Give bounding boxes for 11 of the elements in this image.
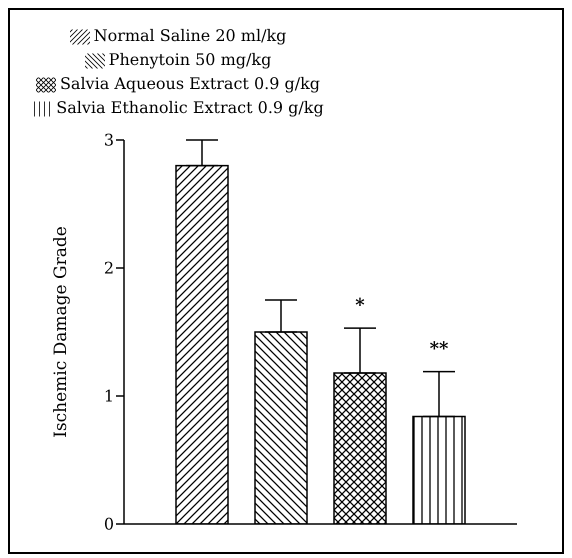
legend-label: Normal Saline 20 ml/kg <box>94 26 286 45</box>
y-axis-title: Ischemic Damage Grade <box>51 226 72 438</box>
annotation: * <box>355 294 366 316</box>
y-tick-label: 1 <box>104 386 114 406</box>
y-tick-label: 0 <box>104 514 114 534</box>
legend-label: Salvia Ethanolic Extract 0.9 g/kg <box>56 98 324 117</box>
legend-label: Salvia Aqueous Extract 0.9 g/kg <box>60 74 320 93</box>
y-tick-label: 3 <box>104 130 114 150</box>
y-tick-label: 2 <box>104 258 114 278</box>
annotation: ** <box>430 338 449 360</box>
legend-label: Phenytoin 50 mg/kg <box>108 50 272 69</box>
